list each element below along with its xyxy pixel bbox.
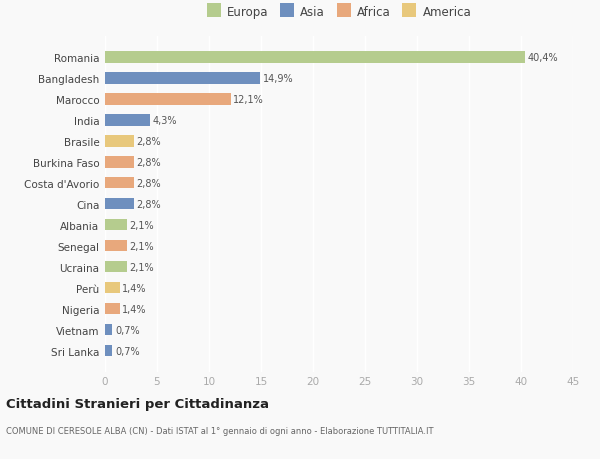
Text: COMUNE DI CERESOLE ALBA (CN) - Dati ISTAT al 1° gennaio di ogni anno - Elaborazi: COMUNE DI CERESOLE ALBA (CN) - Dati ISTA…	[6, 426, 433, 435]
Text: 2,1%: 2,1%	[130, 220, 154, 230]
Bar	[105, 136, 134, 147]
Bar	[105, 52, 525, 63]
Text: 1,4%: 1,4%	[122, 283, 146, 293]
Bar	[105, 115, 150, 126]
Text: 1,4%: 1,4%	[122, 304, 146, 314]
Bar	[105, 241, 127, 252]
Bar	[105, 94, 231, 105]
Text: 2,1%: 2,1%	[130, 241, 154, 251]
Text: 40,4%: 40,4%	[528, 53, 559, 63]
Bar	[105, 261, 127, 273]
Text: 12,1%: 12,1%	[233, 95, 264, 105]
Bar	[105, 73, 260, 84]
Text: 2,8%: 2,8%	[137, 179, 161, 188]
Bar	[105, 178, 134, 189]
Bar	[105, 303, 119, 315]
Bar	[105, 219, 127, 231]
Text: 2,8%: 2,8%	[137, 136, 161, 146]
Bar	[105, 282, 119, 294]
Text: 0,7%: 0,7%	[115, 346, 140, 356]
Text: 2,8%: 2,8%	[137, 199, 161, 209]
Text: 2,8%: 2,8%	[137, 157, 161, 168]
Text: Cittadini Stranieri per Cittadinanza: Cittadini Stranieri per Cittadinanza	[6, 397, 269, 410]
Text: 14,9%: 14,9%	[263, 73, 293, 84]
Bar	[105, 198, 134, 210]
Bar	[105, 157, 134, 168]
Legend: Europa, Asia, Africa, America: Europa, Asia, Africa, America	[205, 4, 473, 22]
Bar	[105, 345, 112, 357]
Text: 4,3%: 4,3%	[152, 116, 177, 125]
Bar	[105, 324, 112, 336]
Text: 0,7%: 0,7%	[115, 325, 140, 335]
Text: 2,1%: 2,1%	[130, 262, 154, 272]
